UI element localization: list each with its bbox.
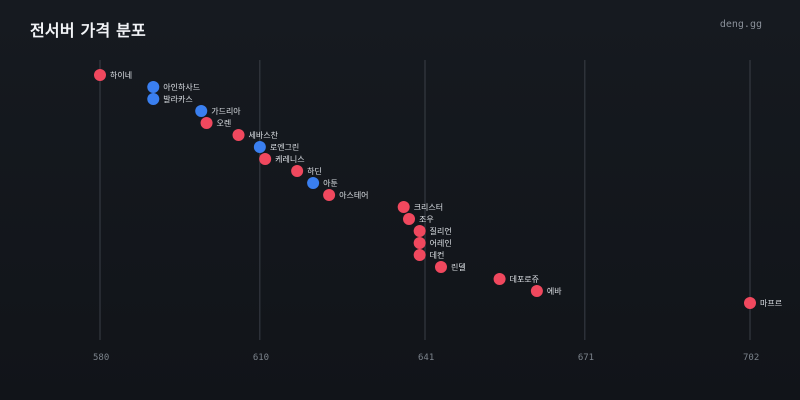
data-point[interactable] bbox=[397, 201, 410, 213]
data-point[interactable] bbox=[307, 177, 320, 189]
data-point[interactable] bbox=[530, 285, 543, 297]
point-label: 하딘 bbox=[307, 166, 322, 176]
point-label: 조우 bbox=[419, 215, 434, 224]
data-point[interactable] bbox=[323, 189, 336, 201]
data-points: 하이네아인하사드발라카스가드리아오렌세바스찬로엔그린케레니스하딘아툰아스테어크리… bbox=[94, 69, 782, 309]
x-tick-label: 702 bbox=[743, 353, 759, 363]
point-label: 케레니스 bbox=[275, 154, 304, 164]
data-point[interactable] bbox=[493, 273, 506, 285]
x-axis-ticks: 580 610 641 671 702 bbox=[93, 353, 759, 363]
point-label: 발라카스 bbox=[163, 94, 192, 104]
data-point[interactable] bbox=[147, 93, 160, 105]
point-label: 아툰 bbox=[323, 178, 338, 188]
point-label: 데컨 bbox=[430, 250, 445, 260]
point-label: 아인하사드 bbox=[163, 82, 200, 92]
data-point[interactable] bbox=[253, 141, 266, 153]
point-label: 마프르 bbox=[760, 299, 782, 308]
point-label: 하이네 bbox=[110, 70, 132, 80]
data-point[interactable] bbox=[195, 105, 208, 117]
point-label: 크리스터 bbox=[414, 203, 443, 212]
data-point[interactable] bbox=[403, 213, 416, 225]
point-label: 린델 bbox=[451, 262, 466, 272]
point-label: 데포로쥬 bbox=[510, 275, 539, 284]
data-point[interactable] bbox=[200, 117, 213, 129]
grid-layer bbox=[99, 60, 751, 340]
page-title: 전서버 가격 분포 bbox=[30, 21, 146, 40]
point-label: 가드리아 bbox=[211, 106, 241, 116]
data-point[interactable] bbox=[259, 153, 272, 165]
x-tick-label: 610 bbox=[253, 353, 269, 363]
data-point[interactable] bbox=[94, 69, 106, 81]
data-point[interactable] bbox=[291, 165, 304, 177]
x-tick-label: 671 bbox=[578, 353, 594, 363]
point-label: 질리언 bbox=[430, 226, 452, 236]
data-point[interactable] bbox=[147, 81, 160, 93]
point-label: 어레인 bbox=[430, 238, 452, 248]
point-label: 세바스찬 bbox=[249, 130, 279, 140]
data-point[interactable] bbox=[434, 261, 447, 273]
point-label: 오렌 bbox=[217, 118, 232, 128]
data-point[interactable] bbox=[744, 297, 756, 309]
x-tick-label: 641 bbox=[418, 353, 434, 363]
data-point[interactable] bbox=[413, 237, 426, 249]
data-point[interactable] bbox=[413, 225, 426, 237]
data-point[interactable] bbox=[413, 249, 426, 261]
point-label: 로엔그린 bbox=[270, 142, 299, 152]
point-label: 아스테어 bbox=[339, 190, 368, 200]
data-point[interactable] bbox=[232, 129, 245, 141]
brand-label: deng.gg bbox=[719, 19, 762, 30]
x-tick-label: 580 bbox=[93, 353, 109, 363]
point-label: 에바 bbox=[547, 286, 562, 296]
